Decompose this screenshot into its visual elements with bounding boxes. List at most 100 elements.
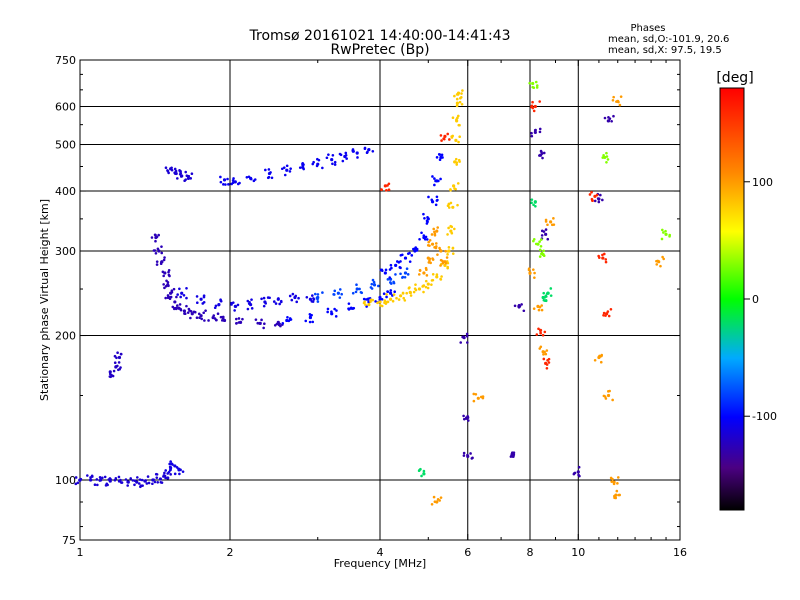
data-point: [437, 153, 441, 156]
data-point: [179, 307, 182, 311]
data-point: [269, 171, 272, 174]
data-point: [392, 293, 396, 296]
data-point: [402, 296, 406, 300]
data-point: [448, 138, 451, 141]
data-point: [426, 243, 430, 247]
x-tick-label: 4: [377, 546, 384, 559]
data-point: [415, 247, 419, 251]
data-point: [428, 238, 432, 242]
data-point: [175, 295, 178, 299]
data-point: [182, 293, 186, 297]
data-point: [409, 291, 412, 295]
data-point: [532, 237, 536, 241]
data-point: [446, 253, 449, 256]
data-point: [440, 275, 443, 278]
data-point: [540, 304, 544, 307]
data-point: [538, 130, 542, 134]
data-point: [288, 170, 292, 173]
data-point: [308, 315, 312, 318]
data-point: [531, 100, 534, 104]
data-point: [110, 373, 113, 377]
data-point: [434, 179, 437, 183]
data-point: [452, 184, 456, 188]
data-point: [289, 167, 292, 170]
data-point: [409, 294, 413, 297]
data-point: [246, 307, 250, 311]
data-point: [531, 81, 535, 86]
data-point: [213, 317, 217, 320]
data-point: [527, 267, 531, 270]
data-point: [543, 330, 547, 334]
data-point: [545, 349, 549, 352]
data-point: [390, 266, 393, 270]
data-point: [438, 499, 441, 502]
data-point: [534, 242, 538, 246]
data-point: [112, 369, 116, 373]
y-tick-label: 500: [55, 139, 76, 152]
chart-title: Tromsø 20161021 14:40:00-14:41:43: [249, 28, 511, 44]
y-tick-label: 750: [55, 54, 76, 67]
data-point: [392, 280, 395, 284]
data-point: [185, 304, 188, 308]
data-point: [193, 310, 197, 314]
data-point: [297, 296, 300, 300]
data-point: [544, 232, 548, 236]
y-tick-label: 100: [55, 474, 76, 487]
data-point: [119, 352, 123, 356]
data-point: [417, 287, 422, 291]
data-point: [655, 259, 658, 263]
data-point: [530, 198, 534, 201]
data-point: [260, 297, 263, 301]
data-point: [370, 287, 374, 290]
data-point: [432, 227, 436, 231]
data-point: [179, 171, 183, 175]
data-point: [236, 182, 240, 186]
data-point: [214, 304, 218, 308]
data-point: [605, 160, 608, 164]
data-point: [540, 152, 544, 155]
data-point: [464, 416, 468, 419]
data-point: [544, 228, 548, 231]
data-point: [138, 478, 142, 481]
data-point: [532, 203, 535, 207]
data-point: [317, 158, 321, 162]
data-point: [447, 246, 451, 249]
data-point: [339, 153, 343, 157]
data-point: [311, 294, 314, 297]
data-point: [204, 309, 207, 312]
data-point: [178, 472, 181, 476]
data-point: [355, 287, 359, 291]
data-point: [164, 296, 167, 300]
data-point: [137, 482, 141, 485]
data-point: [156, 480, 160, 484]
data-point: [133, 483, 136, 487]
data-point: [185, 296, 188, 300]
x-axis-label: Frequency [MHz]: [334, 557, 426, 570]
data-point: [456, 203, 459, 207]
data-point: [439, 264, 442, 267]
x-tick-label: 8: [527, 546, 534, 559]
data-point: [406, 273, 410, 276]
data-point: [457, 158, 461, 162]
data-point: [453, 227, 456, 231]
data-point: [446, 266, 449, 270]
data-point: [539, 331, 542, 335]
data-point: [385, 293, 388, 296]
data-point: [126, 484, 129, 487]
data-point: [533, 271, 536, 275]
data-point: [371, 298, 375, 302]
data-point: [202, 300, 206, 304]
data-point: [382, 292, 386, 296]
colorbar-tick-label: -100: [752, 410, 777, 423]
data-point: [155, 235, 159, 239]
data-point: [533, 130, 537, 134]
data-point: [267, 168, 271, 171]
data-point: [424, 266, 428, 270]
data-point: [434, 203, 438, 207]
data-point: [233, 180, 237, 184]
data-point: [547, 357, 551, 361]
data-point: [662, 257, 665, 261]
data-point: [263, 322, 266, 326]
data-point: [308, 312, 312, 316]
data-point: [133, 479, 137, 482]
